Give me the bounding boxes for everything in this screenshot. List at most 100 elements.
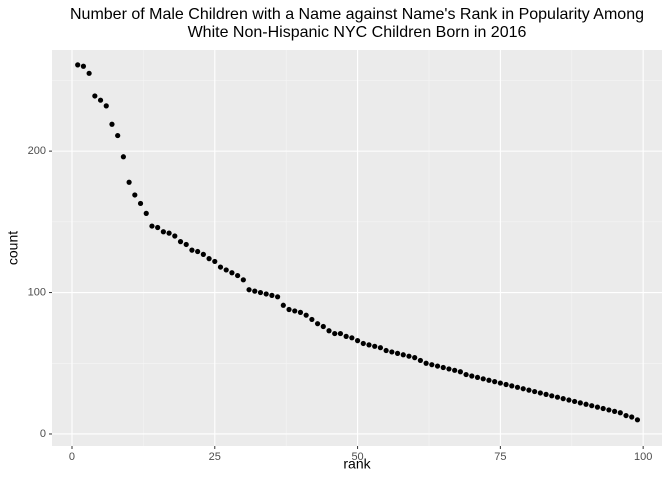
point [457,369,463,375]
point [212,258,218,265]
point [366,342,372,348]
point [137,200,144,207]
x-tick-label: 100 [634,451,652,463]
point [149,223,155,229]
point [195,248,201,255]
point [143,210,149,216]
point [400,352,406,358]
point [606,407,612,413]
points [75,62,641,423]
point [503,381,509,388]
point [543,391,549,397]
y-axis-title: count [5,231,21,265]
point [343,333,349,339]
point [434,363,441,369]
point [166,230,172,236]
point [577,400,583,406]
point [406,353,412,359]
x-tick-label: 0 [69,451,75,463]
point [532,388,538,395]
point [172,233,178,239]
point [320,323,326,330]
point [80,63,87,69]
point [423,360,429,366]
point [469,373,475,379]
point [115,132,121,139]
point [314,321,321,327]
x-tick-label: 75 [494,451,506,463]
point [332,330,338,337]
point [617,410,623,416]
x-axis-title: rank [343,456,371,472]
point [509,383,515,389]
point [389,349,395,355]
point [623,412,629,419]
point [132,192,138,198]
point [103,103,109,109]
point [486,377,492,383]
point [572,398,578,405]
point [634,417,641,423]
point [600,405,606,412]
point [269,292,275,298]
x-tick-label: 50 [351,451,363,463]
y-tick-label: 0 [40,428,46,440]
point [497,380,503,386]
point [86,70,92,76]
point [223,267,229,273]
point [189,247,195,253]
point [263,291,269,297]
point [417,357,423,364]
point [429,362,435,368]
point [554,394,561,400]
point [280,302,286,308]
point [155,224,161,231]
point [463,371,469,378]
point [177,239,184,245]
point [326,328,332,334]
y-tick-label: 200 [28,145,46,157]
point [526,387,532,393]
point [92,93,98,99]
point [611,408,618,414]
point [354,338,361,344]
point [217,264,224,270]
chart-title: White Non-Hispanic NYC Children Born in … [188,24,527,41]
point [520,386,526,392]
point [349,335,355,341]
plot-panel [52,50,662,446]
point [560,396,566,402]
point [109,121,115,127]
point [452,367,458,373]
point [474,374,481,381]
point [229,270,235,276]
point [235,272,241,279]
point [583,401,589,407]
point [446,366,452,372]
point [589,403,595,409]
point [629,414,635,420]
point [97,97,104,103]
point [286,306,292,313]
point [549,393,555,399]
point [240,277,246,283]
point [566,397,572,403]
point [412,355,418,361]
y-tick-label: 100 [28,286,46,298]
point [377,345,384,351]
point [160,229,166,235]
point [246,287,252,293]
point [126,179,132,185]
chart-title: Number of Male Children with a Name agai… [70,6,644,23]
point [480,376,486,382]
point [183,241,189,248]
point [275,294,281,300]
point [360,340,366,347]
point [492,379,498,385]
point [394,350,401,356]
point [120,154,126,160]
point [303,312,309,318]
point [297,309,304,315]
point [252,288,258,294]
